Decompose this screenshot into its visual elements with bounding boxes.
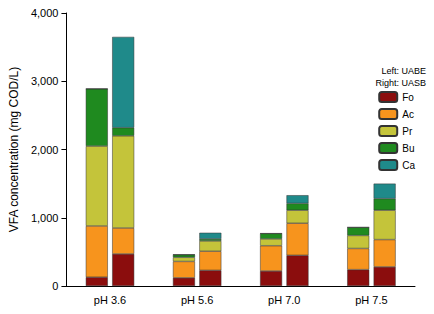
svg-text:Pr: Pr [402, 126, 413, 137]
svg-text:3,000: 3,000 [31, 75, 59, 87]
svg-text:pH 3.6: pH 3.6 [94, 294, 126, 306]
svg-text:Left: UABE: Left: UABE [381, 66, 426, 76]
svg-text:Bu: Bu [402, 143, 414, 154]
svg-text:pH 7.5: pH 7.5 [355, 294, 387, 306]
svg-text:2,000: 2,000 [31, 144, 59, 156]
svg-text:4,000: 4,000 [31, 7, 59, 19]
svg-text:VFA concentration (mg COD/L): VFA concentration (mg COD/L) [7, 67, 21, 232]
svg-text:Ca: Ca [402, 160, 415, 171]
svg-text:Fo: Fo [402, 92, 414, 103]
svg-text:Right: UASB: Right: UASB [375, 78, 426, 88]
svg-text:Ac: Ac [402, 109, 414, 120]
svg-text:1,000: 1,000 [31, 212, 59, 224]
svg-text:pH 7.0: pH 7.0 [268, 294, 300, 306]
svg-text:pH 5.6: pH 5.6 [181, 294, 213, 306]
svg-text:0: 0 [52, 280, 58, 292]
